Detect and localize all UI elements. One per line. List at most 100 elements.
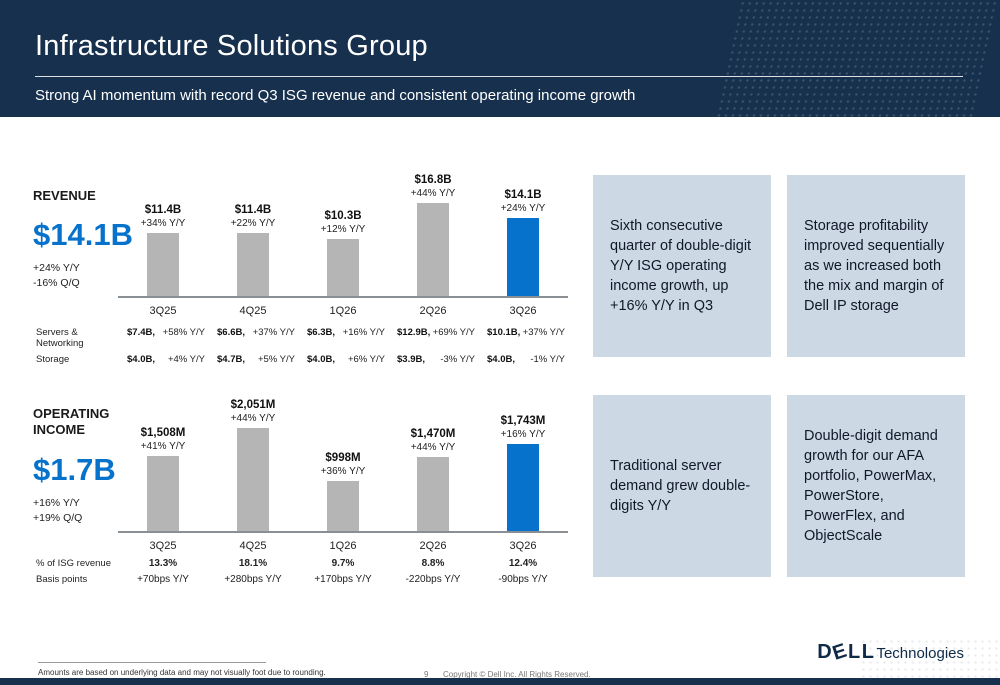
bar-column: $14.1B +24% Y/Y [478, 189, 568, 296]
table-cell: 9.7% [331, 558, 355, 569]
row-label: Servers & Networking [36, 327, 84, 349]
page-number: 9 [424, 670, 429, 679]
revenue-chart-plot-area: $11.4B +34% Y/Y $11.4B +22% Y/Y $10.3B +12% Y… [118, 168, 568, 298]
x-axis-category-label: 3Q26 [509, 540, 537, 552]
x-axis-category-label: 4Q25 [239, 540, 267, 552]
table-cell: +170bps Y/Y [314, 574, 372, 585]
operating-income-headline-value: $1.7B [33, 451, 116, 487]
callout-operating-income-growth: Sixth consecutive quarter of double-digi… [593, 175, 771, 357]
table-row: Storage $4.0B, +4% Y/Y $4.7B, +5% Y/Y $4.0B, +… [36, 354, 568, 365]
callout-text: Storage profitability improved sequentia… [804, 218, 945, 314]
page-subtitle: Strong AI momentum with record Q3 ISG re… [35, 87, 636, 104]
footnote-divider [38, 662, 266, 663]
callout-text: Double-digit demand growth for our AFA p… [804, 428, 938, 544]
callout-afa-demand: Double-digit demand growth for our AFA p… [787, 395, 965, 577]
table-cell: 18.1% [238, 558, 268, 569]
bar-column: $1,470M +44% Y/Y [388, 428, 478, 531]
table-cell: $4.0B, +6% Y/Y [307, 354, 385, 365]
table-cell: 8.8% [421, 558, 445, 569]
bar [417, 203, 449, 296]
page-title: Infrastructure Solutions Group [35, 30, 428, 62]
bar-column: $11.4B +22% Y/Y [208, 204, 298, 296]
bar [327, 239, 359, 296]
decorative-dot-pattern [715, 0, 1000, 117]
bar-value-label: $16.8B +44% Y/Y [410, 174, 456, 199]
table-cell: +280bps Y/Y [224, 574, 282, 585]
callout-storage-profitability: Storage profitability improved sequentia… [787, 175, 965, 357]
table-cell: $7.4B, +58% Y/Y [127, 327, 205, 338]
x-axis-category-label: 2Q26 [419, 305, 447, 317]
revenue-chart-x-axis: 3Q25 4Q25 1Q26 2Q26 3Q26 [118, 298, 568, 317]
dell-wordmark: DELL [817, 639, 876, 665]
x-axis-category-label: 3Q25 [149, 305, 177, 317]
bar [237, 428, 269, 531]
bar-value-label: $10.3B +12% Y/Y [320, 210, 366, 235]
footnote: Amounts are based on underlying data and… [38, 668, 326, 677]
operating-income-yoy: +16% Y/Y [33, 496, 80, 509]
x-axis-category-label: 2Q26 [419, 540, 447, 552]
table-cell: $4.0B, -1% Y/Y [487, 354, 565, 365]
x-axis-category-label: 3Q26 [509, 305, 537, 317]
table-row: % of ISG revenue 13.3% 18.1% 9.7% 8.8% 12.4% [36, 558, 568, 569]
bar-column: $1,743M +16% Y/Y [478, 415, 568, 531]
bar-value-label: $1,743M +16% Y/Y [500, 415, 546, 440]
table-row: Servers & Networking $7.4B, +58% Y/Y $6.6B,… [36, 327, 568, 349]
operating-income-qoq: +19% Q/Q [33, 511, 83, 524]
bar-column: $2,051M +44% Y/Y [208, 399, 298, 531]
bar-value-label: $11.4B +22% Y/Y [230, 204, 276, 229]
x-axis-category-label: 1Q26 [329, 305, 357, 317]
bar [327, 481, 359, 531]
bar-value-label: $11.4B +34% Y/Y [140, 204, 186, 229]
table-cell: +70bps Y/Y [137, 574, 189, 585]
revenue-breakdown-table: Servers & Networking $7.4B, +58% Y/Y $6.6B,… [36, 327, 568, 370]
bar [147, 233, 179, 296]
bar [147, 456, 179, 531]
revenue-yoy: +24% Y/Y [33, 262, 80, 275]
row-label: Storage [36, 354, 70, 365]
bar-value-label: $998M +36% Y/Y [320, 452, 366, 477]
row-label: % of ISG revenue [36, 558, 111, 569]
bar [237, 233, 269, 296]
operating-income-chart-x-axis: 3Q25 4Q25 1Q26 2Q26 3Q26 [118, 533, 568, 552]
bar-column: $11.4B +34% Y/Y [118, 204, 208, 296]
bar-value-label: $1,508M +41% Y/Y [140, 427, 186, 452]
bottom-accent-bar [0, 678, 1000, 685]
operating-income-summary: OPERATING INCOME $1.7B +16% Y/Y +19% Q/Q [33, 406, 133, 527]
table-cell: $3.9B, -3% Y/Y [397, 354, 475, 365]
bar-column: $10.3B +12% Y/Y [298, 210, 388, 296]
callout-text: Traditional server demand grew double-di… [610, 458, 751, 514]
decorative-corner-pattern [860, 638, 1000, 678]
x-axis-category-label: 3Q25 [149, 540, 177, 552]
bar-value-label: $1,470M +44% Y/Y [410, 428, 456, 453]
copyright-text: Copyright © Dell Inc. All Rights Reserve… [443, 670, 591, 679]
x-axis-category-label: 4Q25 [239, 305, 267, 317]
dell-technologies-logo: DELLTechnologies [817, 639, 964, 665]
bar-highlighted [507, 218, 539, 296]
callout-text: Sixth consecutive quarter of double-digi… [610, 218, 752, 314]
header-band: Infrastructure Solutions Group Strong AI… [0, 0, 1000, 117]
bar-column: $998M +36% Y/Y [298, 452, 388, 531]
revenue-section-label: REVENUE [33, 188, 96, 203]
table-cell: -220bps Y/Y [405, 574, 461, 585]
x-axis-category-label: 1Q26 [329, 540, 357, 552]
revenue-summary: REVENUE $14.1B +24% Y/Y -16% Q/Q [33, 188, 133, 292]
bar-highlighted [507, 444, 539, 531]
bar-column: $16.8B +44% Y/Y [388, 174, 478, 296]
revenue-headline-value: $14.1B [33, 217, 133, 253]
table-cell: $4.7B, +5% Y/Y [217, 354, 295, 365]
table-row: Basis points +70bps Y/Y +280bps Y/Y +170bps… [36, 574, 568, 585]
operating-income-chart-plot-area: $1,508M +41% Y/Y $2,051M +44% Y/Y $998M +36% … [118, 393, 568, 533]
revenue-qoq: -16% Q/Q [33, 277, 80, 290]
bar-value-label: $2,051M +44% Y/Y [230, 399, 276, 424]
bar-value-label: $14.1B +24% Y/Y [500, 189, 546, 214]
operating-income-bar-chart: $1,508M +41% Y/Y $2,051M +44% Y/Y $998M +36% … [118, 393, 568, 552]
revenue-bar-chart: $11.4B +34% Y/Y $11.4B +22% Y/Y $10.3B +12% Y… [118, 168, 568, 317]
logo-suffix: Technologies [876, 645, 964, 662]
operating-income-breakdown-table: % of ISG revenue 13.3% 18.1% 9.7% 8.8% 12.4% B… [36, 558, 568, 590]
table-cell: $6.3B, +16% Y/Y [307, 327, 385, 338]
title-divider [35, 76, 963, 77]
operating-income-section-label: OPERATING INCOME [33, 406, 110, 438]
table-cell: $12.9B, +69% Y/Y [397, 327, 475, 338]
table-cell: 12.4% [508, 558, 538, 569]
